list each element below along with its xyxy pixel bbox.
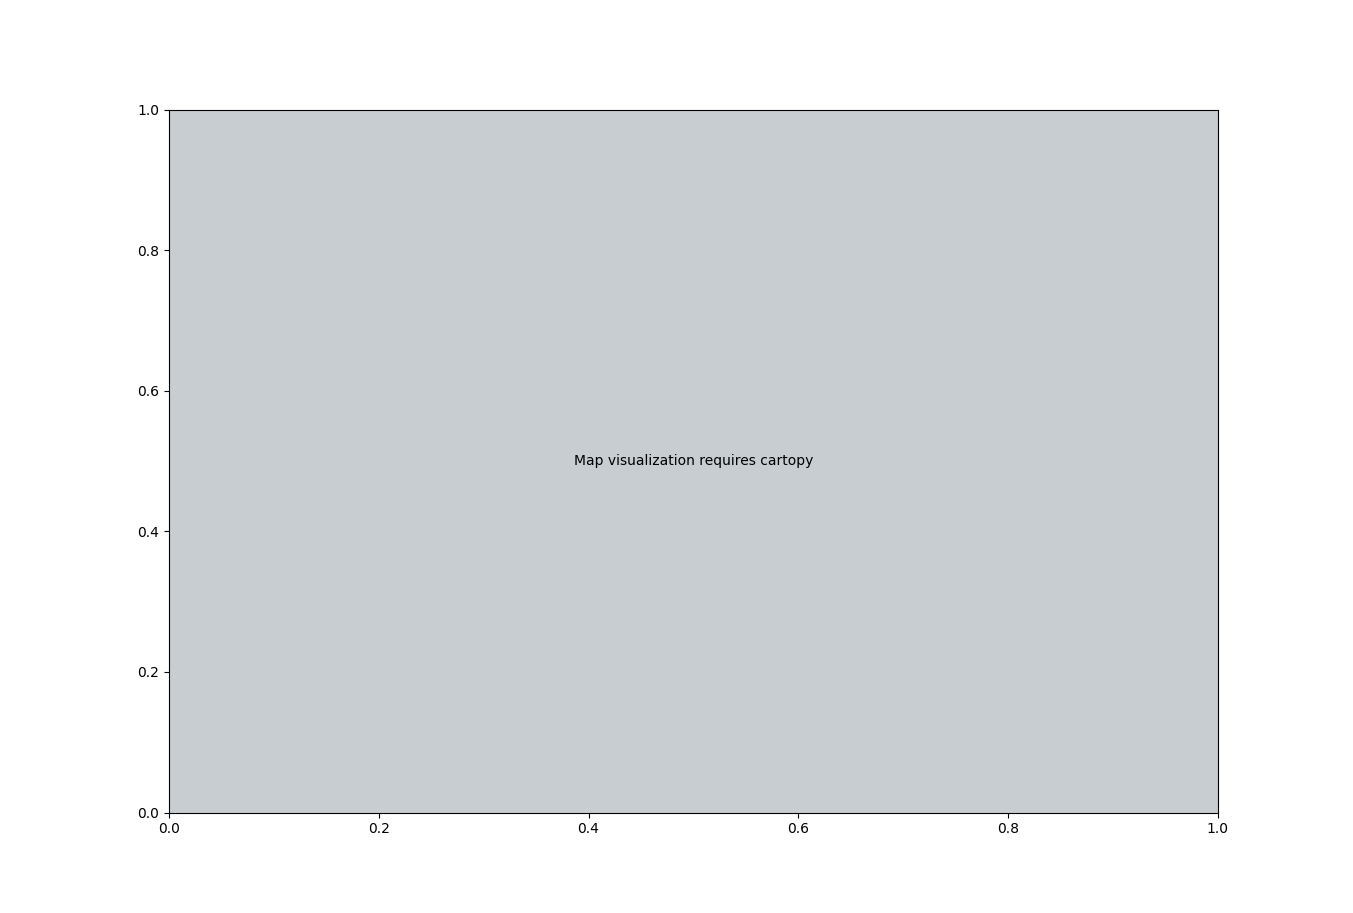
Text: Map visualization requires cartopy: Map visualization requires cartopy [574,454,813,468]
